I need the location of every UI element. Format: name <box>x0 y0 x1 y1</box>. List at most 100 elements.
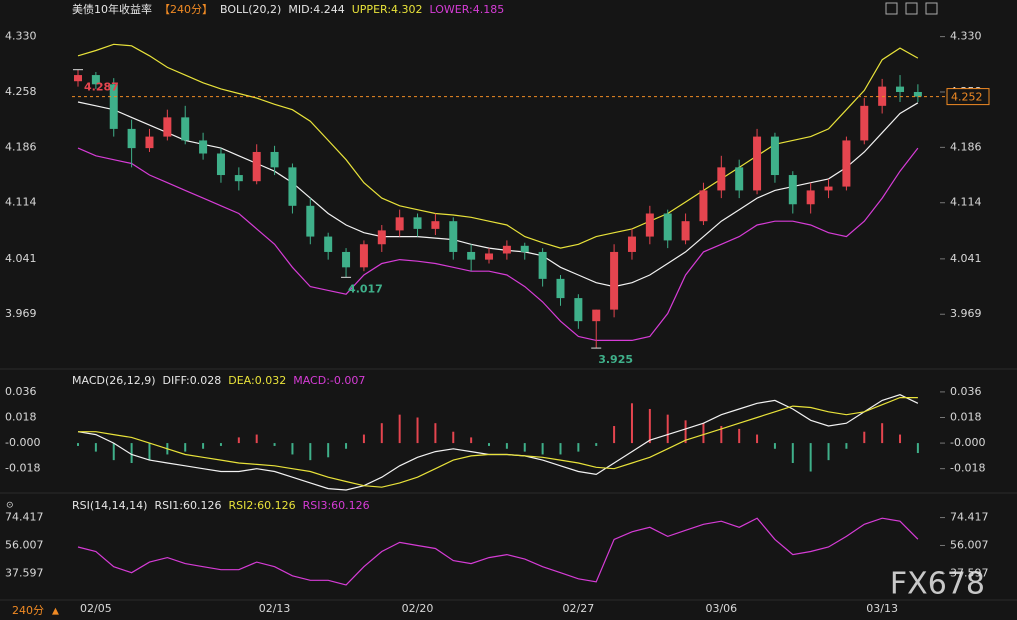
candle-body <box>788 175 797 205</box>
candle-body <box>413 217 422 229</box>
candle-body <box>753 136 762 191</box>
indicator-line <box>77 517 919 586</box>
y-tick-label: 37.597 <box>950 566 989 579</box>
legend-item: MACD:-0.007 <box>293 374 365 387</box>
candle-body <box>735 167 744 191</box>
candle-body <box>449 221 458 252</box>
indicator-line <box>77 101 919 288</box>
watermark: FX678 <box>890 567 985 602</box>
legend-item: MACD(26,12,9) <box>72 374 156 387</box>
icon[interactable] <box>885 2 898 15</box>
y-tick-label: 4.041 <box>5 252 37 265</box>
candle-body <box>395 217 404 231</box>
annotation-label: 3.925 <box>598 353 633 366</box>
candle-body <box>806 190 815 205</box>
y-tick-label: 4.330 <box>950 30 982 43</box>
y-tick-label: 4.258 <box>5 85 37 98</box>
x-tick-label: 03/13 <box>866 602 898 615</box>
candle-body <box>163 117 172 137</box>
candle-body <box>681 221 690 241</box>
candle-body <box>324 236 333 252</box>
candle-body <box>913 91 922 97</box>
y-tick-label: 74.417 <box>5 511 44 524</box>
legend-item: MID:4.244 <box>288 3 344 16</box>
legend-item: RSI1:60.126 <box>154 499 221 512</box>
legend-item: RSI3:60.126 <box>303 499 370 512</box>
candle-body <box>485 253 494 260</box>
candle-body <box>306 205 315 237</box>
y-tick-label: -0.018 <box>950 462 985 475</box>
y-tick-label: 0.036 <box>5 385 37 398</box>
candle-body <box>216 153 225 176</box>
y-tick-label: 4.114 <box>5 196 37 209</box>
candle-body <box>627 236 636 252</box>
legend-item: DIFF:0.028 <box>163 374 222 387</box>
y-tick-label: 4.186 <box>950 140 982 153</box>
candle-body <box>574 298 583 322</box>
candle-body <box>467 251 476 260</box>
candle-body <box>645 213 654 237</box>
indicator-line <box>77 147 919 341</box>
legend-item: BOLL(20,2) <box>220 3 281 16</box>
y-tick-label: 37.597 <box>5 566 44 579</box>
candle-body <box>431 221 440 229</box>
period-selector[interactable]: 240分 <box>12 604 44 617</box>
candle-body <box>288 167 297 206</box>
candle-body <box>502 245 511 254</box>
candle-body <box>592 309 601 322</box>
legend-item: 【240分】 <box>159 3 213 16</box>
candle-body <box>610 251 619 310</box>
x-tick-label: 03/06 <box>705 602 737 615</box>
x-tick-label: 02/20 <box>402 602 434 615</box>
candle-body <box>234 175 243 182</box>
candle-body <box>824 186 833 191</box>
candle-body <box>109 84 118 129</box>
y-tick-label: 3.969 <box>950 307 982 320</box>
y-tick-label: 0.018 <box>950 410 982 423</box>
y-tick-label: 0.036 <box>950 385 982 398</box>
last-price-label: 4.252 <box>951 91 983 104</box>
candle-body <box>199 140 208 154</box>
annotation-label: 4.287 <box>84 81 119 94</box>
legend-item: RSI(14,14,14) <box>72 499 147 512</box>
icon[interactable] <box>905 2 918 15</box>
candle-body <box>91 75 100 85</box>
candle-body <box>663 213 672 241</box>
candle-body <box>896 86 905 92</box>
y-tick-label: 4.041 <box>950 252 982 265</box>
annotation-label: 4.017 <box>348 282 383 295</box>
window-icons <box>885 2 938 15</box>
indicator-line <box>78 397 918 488</box>
y-tick-label: 74.417 <box>950 511 989 524</box>
y-tick-label: 56.007 <box>950 538 989 551</box>
candle-body <box>717 167 726 191</box>
candle-body <box>556 278 565 299</box>
candle-body <box>252 151 261 182</box>
y-tick-label: 3.969 <box>5 307 37 320</box>
settings-icon[interactable]: ⊙ <box>6 501 14 511</box>
candle-body <box>860 105 869 141</box>
y-tick-label: 56.007 <box>5 538 44 551</box>
legend-item: UPPER:4.302 <box>352 3 423 16</box>
legend-item: RSI2:60.126 <box>229 499 296 512</box>
candle-body <box>538 251 547 279</box>
candle-body <box>520 245 529 252</box>
candle-body <box>699 190 708 222</box>
candle-body <box>770 136 779 176</box>
x-tick-label: 02/27 <box>563 602 595 615</box>
legend-item: LOWER:4.185 <box>430 3 505 16</box>
candle-body <box>74 75 82 82</box>
candle-body <box>359 244 368 268</box>
period-arrow[interactable]: ▲ <box>52 607 59 617</box>
y-tick-label: 4.114 <box>950 196 982 209</box>
candle-body <box>377 230 386 245</box>
y-tick-label: -0.018 <box>5 462 40 475</box>
legend-item: DEA:0.032 <box>228 374 286 387</box>
y-tick-label: -0.000 <box>5 436 40 449</box>
y-tick-label: 0.018 <box>5 410 37 423</box>
legend-item: 美债10年收益率 <box>72 2 152 16</box>
candle-body <box>842 140 851 187</box>
icon[interactable] <box>925 2 938 15</box>
candle-body <box>181 117 190 141</box>
